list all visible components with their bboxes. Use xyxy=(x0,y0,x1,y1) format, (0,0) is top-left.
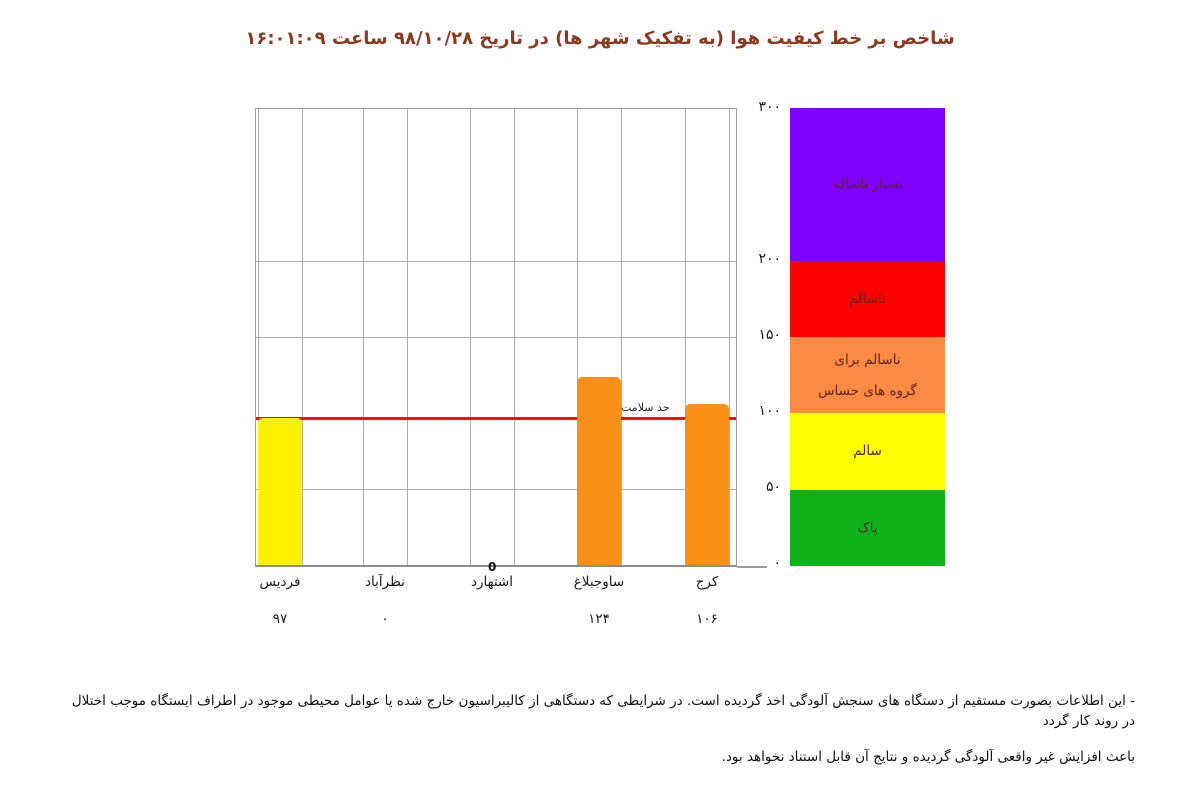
aqi-legend: بسیار ناسالم ناسالم ناسالم برای گروه های حس… xyxy=(790,108,945,566)
health-limit-label: حد سلامت xyxy=(621,400,670,414)
y-tick-150: ۱۵۰ xyxy=(758,327,781,343)
legend-band-2: ناسالم xyxy=(790,260,945,337)
page-title: شاخص بر خط کیفیت هوا (به تفکیک شهر ها) د… xyxy=(245,28,955,49)
grid-hline xyxy=(256,337,736,338)
y-tick-0: ۰ xyxy=(773,555,781,571)
legend-band-3: ناسالم برای گروه های حساس xyxy=(790,336,945,414)
footnote-line-1: - این اطلاعات بصورت مستقیم از دستگاه های… xyxy=(71,693,1135,729)
value-label-1: ۹۷ xyxy=(272,611,288,627)
x-label-5: کرج xyxy=(695,574,719,590)
axis-extension-line xyxy=(737,566,767,568)
footnote: - این اطلاعات بصورت مستقیم از دستگاه های… xyxy=(60,691,1135,767)
x-label-1: فردیس xyxy=(259,574,301,590)
legend-band-label: پاک xyxy=(857,519,878,536)
value-label-3: 0 xyxy=(488,560,497,574)
legend-band-label: ناسالم برای xyxy=(834,351,901,368)
bar-chart-plot: حد سلامت xyxy=(255,108,737,567)
bar-4 xyxy=(577,376,621,565)
value-label-5: ۱۰۶ xyxy=(696,611,718,627)
x-label-3: اشتهارد xyxy=(470,574,513,590)
bar-1 xyxy=(258,417,302,565)
x-label-2: نظرآباد xyxy=(365,574,405,590)
footnote-line-2: باعث افزایش غیر واقعی آلودگی گردیده و نت… xyxy=(721,749,1135,765)
legend-band-4: سالم xyxy=(790,413,945,490)
x-label-4: ساوجبلاغ xyxy=(573,574,625,590)
bar-5 xyxy=(685,403,729,565)
y-tick-300: ۳۰۰ xyxy=(758,99,781,115)
grid-hline xyxy=(256,489,736,490)
legend-band-label: سالم xyxy=(853,443,882,460)
value-label-2: ۰ xyxy=(381,611,389,627)
y-tick-50: ۵۰ xyxy=(765,479,781,495)
legend-band-1: بسیار ناسالم xyxy=(790,108,945,261)
legend-band-label: بسیار ناسالم xyxy=(831,176,904,193)
value-label-4: ۱۲۴ xyxy=(588,611,610,627)
health-limit-line xyxy=(256,416,736,420)
legend-band-label: گروه های حساس xyxy=(818,382,917,399)
y-tick-100: ۱۰۰ xyxy=(758,403,781,419)
legend-band-5: پاک xyxy=(790,489,945,566)
grid-hline xyxy=(256,261,736,262)
legend-band-label: ناسالم xyxy=(849,290,886,307)
y-tick-200: ۲۰۰ xyxy=(758,251,781,267)
